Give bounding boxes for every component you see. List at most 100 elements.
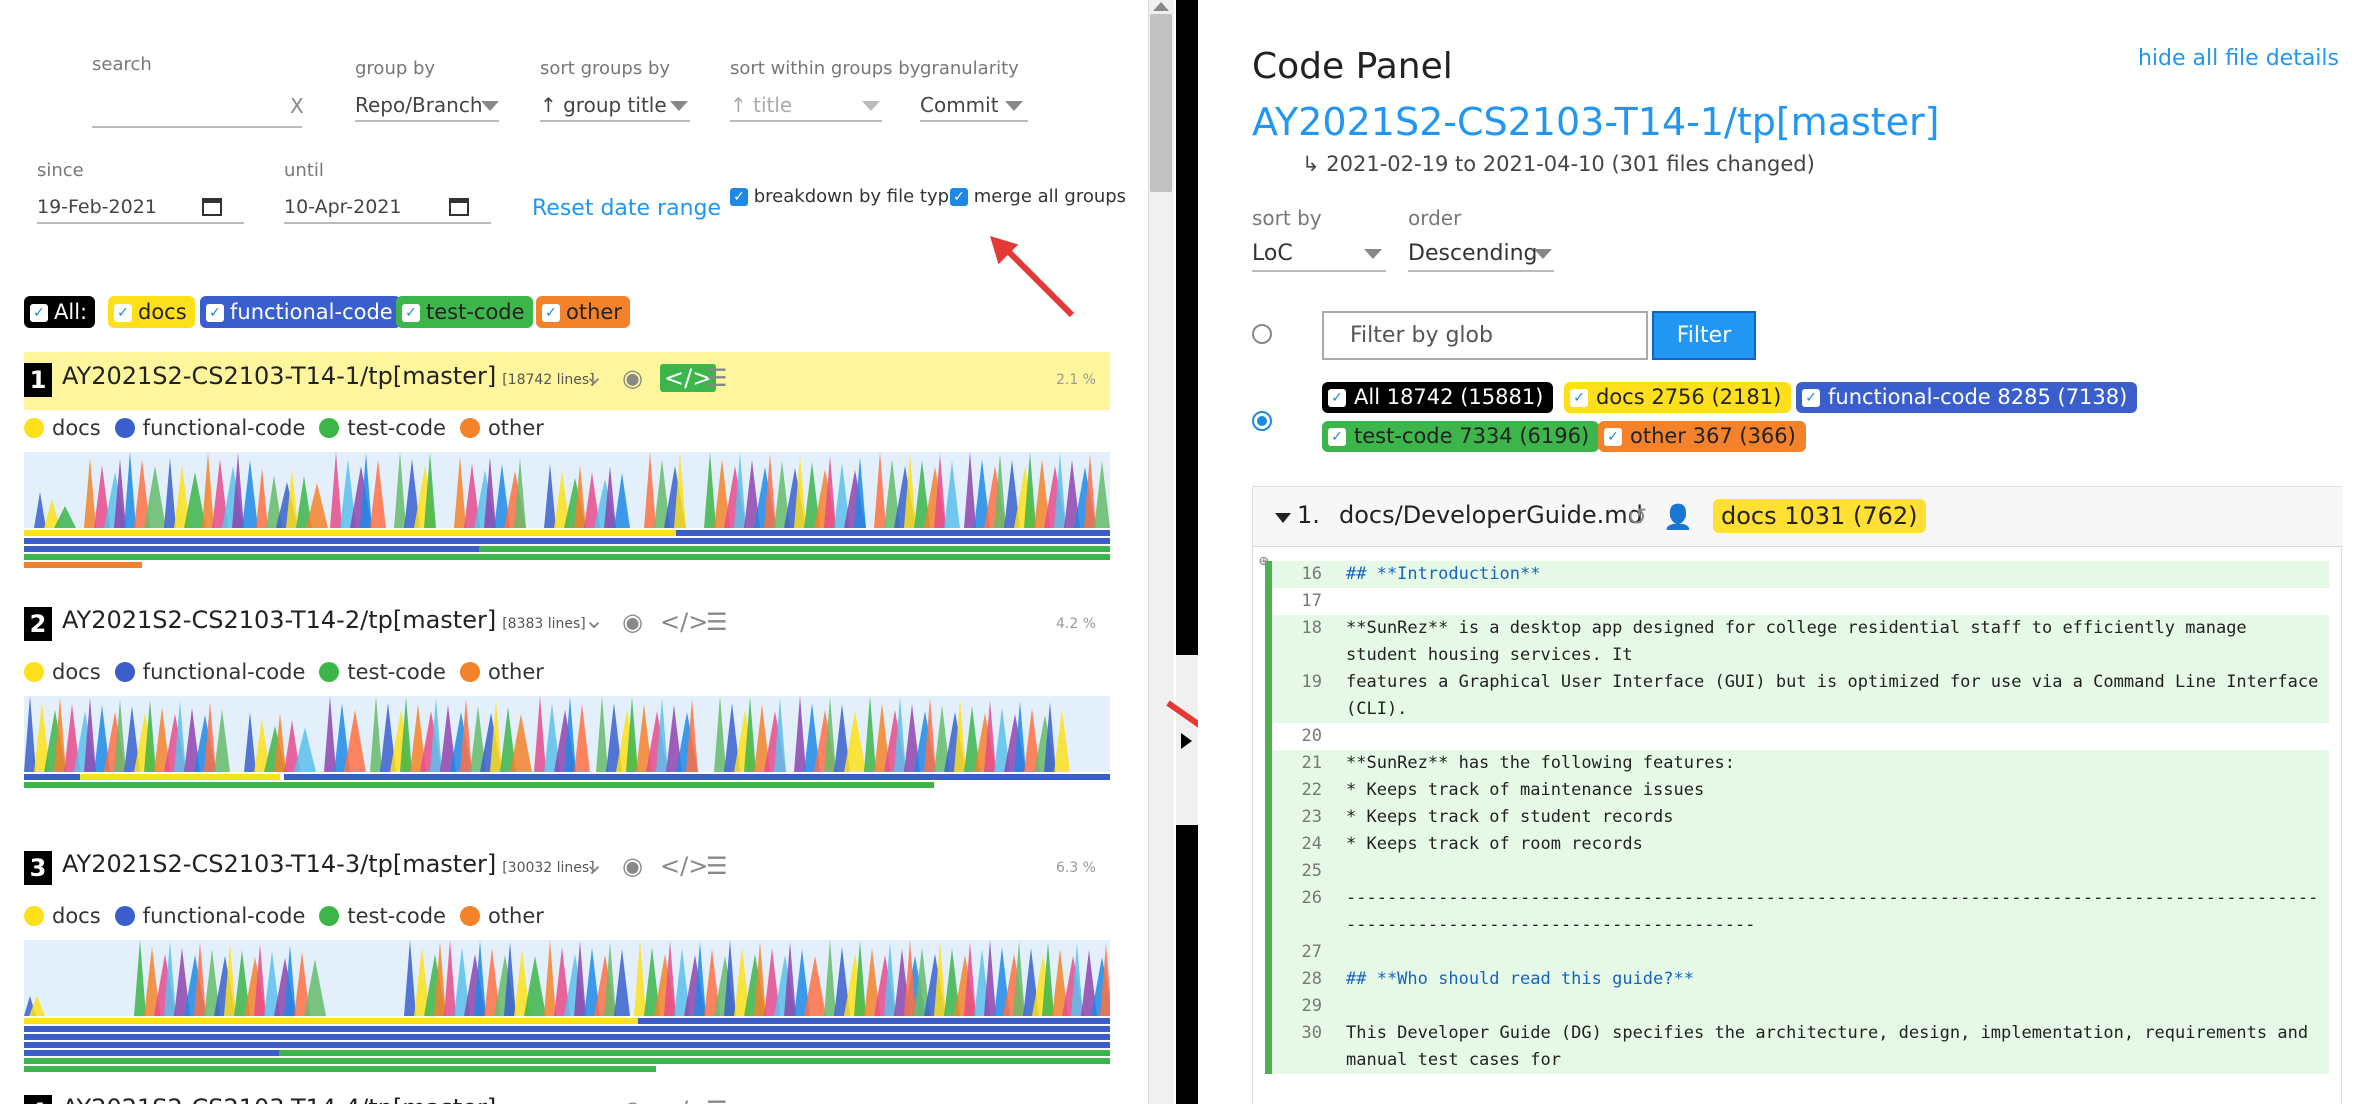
ramp-slice[interactable] — [114, 699, 126, 772]
ramp-slice[interactable] — [370, 696, 382, 772]
ramp-slice[interactable] — [124, 452, 136, 528]
ramp-slice[interactable] — [564, 697, 576, 772]
until-date-input[interactable]: 10-Apr-2021 — [284, 190, 491, 224]
ramp-chart[interactable] — [24, 452, 1110, 528]
file-name[interactable]: docs/DeveloperGuide.md — [1339, 501, 1643, 529]
code-view-icon[interactable]: </> — [660, 1096, 708, 1104]
expand-arrow-icon[interactable] — [1181, 733, 1192, 749]
ramp-slice[interactable] — [444, 940, 456, 1016]
ramp-slice[interactable] — [794, 696, 806, 772]
ramp-slice[interactable] — [174, 701, 186, 772]
list-icon[interactable]: ☰ — [706, 364, 728, 392]
ramp-slice[interactable] — [1084, 454, 1096, 528]
ramp-slice[interactable] — [524, 956, 546, 1016]
ramp-slice[interactable] — [324, 696, 336, 772]
ramp-slice[interactable] — [294, 727, 316, 772]
contribution-bar[interactable] — [24, 782, 934, 788]
ramp-slice[interactable] — [544, 464, 556, 528]
merge-groups-checkbox[interactable]: ✓ merge all groups — [950, 186, 1126, 207]
ramp-slice[interactable] — [574, 941, 586, 1016]
ramp-slice[interactable] — [360, 453, 372, 528]
ramp-slice[interactable] — [54, 697, 66, 772]
glob-filter-radio[interactable] — [1252, 324, 1272, 344]
ramp-slice[interactable] — [764, 454, 776, 528]
repo-title[interactable]: AY2021S2-CS2103-T14-2/tp[master] [8383 li… — [62, 606, 586, 634]
ramp-slice[interactable] — [754, 941, 766, 1016]
ramp-slice[interactable] — [1100, 944, 1110, 1016]
repo-title[interactable]: AY2021S2-CS2103-T14-1/tp[master] [18742 l… — [62, 362, 595, 390]
ramp-slice[interactable] — [344, 710, 366, 772]
contribution-bar[interactable] — [24, 1050, 279, 1056]
contribution-bar[interactable] — [284, 774, 1110, 780]
ramp-slice[interactable] — [634, 940, 646, 1016]
ramp-slice[interactable] — [656, 698, 668, 772]
ramp-slice[interactable] — [284, 945, 296, 1016]
contribution-bar[interactable] — [638, 1018, 1110, 1024]
code-chip-docs[interactable]: ✓ docs 2756 (2181) — [1564, 382, 1792, 413]
ramp-slice[interactable] — [144, 466, 166, 528]
contribution-bar[interactable] — [24, 530, 676, 536]
ramp-slice[interactable] — [1094, 461, 1110, 528]
ramp-slice[interactable] — [490, 700, 502, 772]
ramp-slice[interactable] — [904, 940, 916, 1016]
ramp-slice[interactable] — [460, 699, 472, 772]
file-header[interactable]: 1. docs/DeveloperGuide.md ↺ 👤 docs 1031 … — [1253, 487, 2343, 547]
ramp-slice[interactable] — [574, 704, 590, 772]
ramp-slice[interactable] — [424, 453, 436, 528]
contribution-bar[interactable] — [24, 1018, 638, 1024]
ramp-slice[interactable] — [824, 456, 836, 528]
ramp-slice[interactable] — [1054, 453, 1066, 528]
contribution-bar[interactable] — [24, 1058, 1110, 1064]
ramp-slice[interactable] — [242, 460, 258, 528]
chip-functional-code[interactable]: ✓ functional-code — [200, 296, 401, 328]
ramp-slice[interactable] — [884, 942, 896, 1016]
ramp-slice[interactable] — [114, 459, 126, 528]
contribution-bar[interactable] — [24, 546, 479, 552]
ramp-slice[interactable] — [514, 458, 526, 528]
contribution-bar[interactable] — [24, 562, 142, 568]
scrollbar-thumb[interactable] — [1150, 14, 1172, 192]
ramp-slice[interactable] — [34, 492, 46, 528]
chip-docs[interactable]: ✓ docs — [108, 296, 195, 328]
repo-header[interactable]: 4 AY2021S2-CS2103-T14-4/tp[master][6016 l… — [24, 1084, 1110, 1104]
ramp-slice[interactable] — [474, 941, 486, 1016]
ramp-slice[interactable] — [714, 696, 726, 772]
ramp-slice[interactable] — [430, 698, 442, 772]
ramp-slice[interactable] — [306, 483, 328, 528]
ramp-slice[interactable] — [1071, 943, 1084, 1016]
list-icon[interactable]: ☰ — [706, 608, 728, 636]
ramp-slice[interactable] — [1024, 452, 1036, 528]
ramp-slice[interactable] — [574, 465, 586, 528]
ramp-slice[interactable] — [84, 698, 96, 772]
sort-within-select[interactable]: ↑ title — [730, 88, 882, 122]
ramp-slice[interactable] — [330, 452, 342, 528]
ramp-slice[interactable] — [1042, 942, 1055, 1016]
ramp-slice[interactable] — [1054, 709, 1070, 772]
search-input[interactable] — [92, 94, 302, 128]
ramp-slice[interactable] — [29, 996, 45, 1016]
code-view-icon[interactable]: </> — [660, 364, 717, 392]
granularity-select[interactable]: Commit — [920, 88, 1028, 122]
chevron-down-icon[interactable]: ⌄ — [584, 606, 605, 634]
ramp-slice[interactable] — [686, 699, 698, 772]
panel-divider[interactable] — [1176, 0, 1198, 1104]
ramp-slice[interactable] — [704, 452, 716, 528]
ramp-slice[interactable] — [734, 453, 746, 528]
contribution-bar[interactable] — [24, 1042, 1110, 1048]
breakdown-checkbox[interactable]: ✓ breakdown by file type — [730, 186, 960, 207]
ramp-slice[interactable] — [614, 949, 630, 1016]
contribution-bar[interactable] — [24, 1034, 1110, 1040]
ramp-slice[interactable] — [404, 940, 416, 1016]
ramp-slice[interactable] — [400, 697, 412, 772]
ramp-slice[interactable] — [144, 700, 156, 772]
chip-test-code[interactable]: ✓ test-code — [396, 296, 533, 328]
code-panel-repo-title[interactable]: AY2021S2-CS2103-T14-1/tp[master] — [1252, 100, 1940, 144]
ramp-slice[interactable] — [964, 942, 976, 1016]
contribution-bar[interactable] — [676, 530, 1110, 536]
order-select[interactable]: Descending — [1408, 236, 1554, 272]
ramp-slice[interactable] — [664, 941, 676, 1016]
github-icon[interactable]: ◉ — [622, 1096, 643, 1104]
contribution-bar[interactable] — [479, 546, 1110, 552]
ramp-slice[interactable] — [134, 940, 146, 1016]
ramp-slice[interactable] — [274, 713, 286, 772]
